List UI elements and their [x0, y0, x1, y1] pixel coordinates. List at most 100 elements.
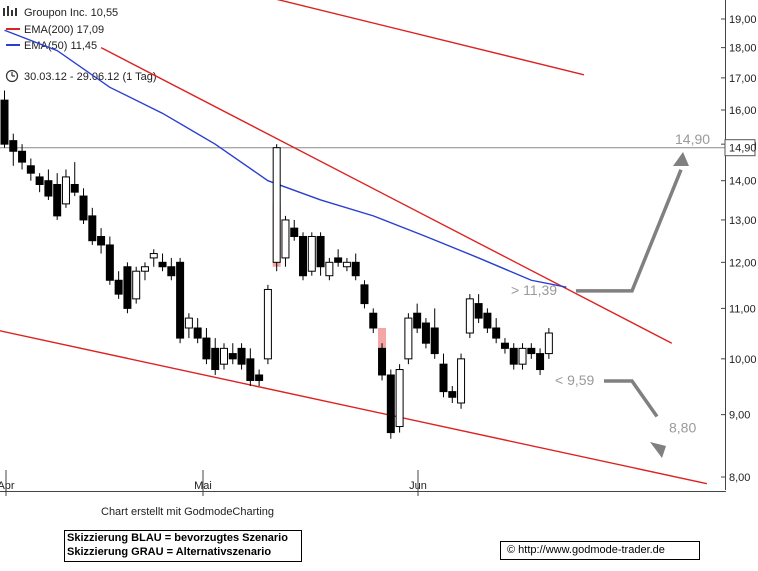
scenario-annotations: > 11,39 14,90 < 9,59 8,80: [511, 131, 710, 458]
scenario-up-target-label: 14,90: [675, 131, 710, 147]
candle-body-down: [53, 183, 62, 217]
candle-body-up: [184, 317, 193, 329]
ema50-line: [4, 29, 567, 288]
candle: [237, 343, 246, 370]
candle-body-down: [492, 327, 501, 339]
scenario-down-arrowhead: [650, 442, 666, 458]
candle: [536, 348, 545, 375]
y-tick-label: 16,00: [729, 105, 757, 117]
candle: [70, 162, 79, 197]
candle-body-up: [404, 317, 413, 360]
candle: [395, 364, 404, 433]
source-url[interactable]: http://www.godmode-trader.de: [518, 544, 665, 556]
candle: [140, 262, 149, 281]
candle-body-down: [536, 353, 545, 371]
candle: [88, 207, 97, 245]
candle-body-down: [114, 279, 123, 295]
candle: [307, 232, 316, 276]
candle-body-up: [272, 147, 281, 263]
candle-body-up: [518, 347, 527, 365]
candle-body-down: [413, 312, 422, 329]
candle-body-down: [228, 353, 237, 360]
y-tick-label: 13,00: [729, 215, 757, 227]
candle-body-up: [457, 358, 466, 404]
candle-body-down: [439, 363, 448, 393]
last-price-label: 14,90: [729, 143, 757, 155]
candle-body-down: [176, 261, 185, 339]
candle: [325, 257, 334, 281]
candle-body-up: [307, 235, 316, 272]
candle-body-down: [369, 312, 378, 329]
candle-body-up: [325, 261, 334, 277]
y-tick-label: 8,00: [729, 472, 750, 484]
ema200-label: EMA(200) 17,09: [24, 24, 104, 36]
candle-body-up: [132, 270, 141, 300]
candle-body-up: [220, 347, 228, 365]
scenario-down-trigger-label: < 9,59: [555, 372, 595, 388]
candle-body-down: [378, 347, 387, 376]
candle: [97, 228, 106, 254]
y-tick-label: 9,00: [729, 410, 750, 422]
period-label: 30.03.12 - 29.06.12 (1 Tag): [24, 71, 157, 83]
candle-body-down: [202, 337, 211, 360]
candle-body-down: [421, 322, 430, 344]
scenario-down-path: [604, 379, 659, 418]
candle: [492, 318, 501, 344]
candle-body-down: [483, 312, 492, 329]
candle: [378, 343, 387, 381]
candle: [404, 313, 413, 365]
candle: [413, 303, 422, 334]
candle-body-down: [158, 261, 167, 268]
y-tick-label: 11,00: [729, 303, 756, 315]
candle: [114, 271, 123, 299]
candle-body-up: [61, 176, 70, 205]
candle-body-down: [290, 227, 299, 237]
candle: [500, 338, 509, 354]
scenario-legend-grey: Skizzierung GRAU = Alternativszenario: [67, 546, 272, 558]
y-tick-label: 18,00: [729, 43, 757, 55]
candle: [149, 249, 158, 267]
candle: [35, 173, 44, 193]
candle-body-down: [79, 195, 88, 221]
candle: [342, 257, 351, 272]
candle-body-up: [149, 253, 158, 259]
candle: [158, 253, 167, 272]
candle: [26, 158, 35, 181]
candle: [9, 133, 18, 166]
candle-body-down: [88, 215, 97, 242]
candle: [53, 173, 62, 220]
candle: [123, 262, 132, 314]
candle: [176, 257, 185, 344]
candle-body-down: [70, 183, 79, 193]
candle: [439, 353, 448, 398]
candle: [228, 343, 237, 365]
candle: [246, 348, 255, 387]
candle-body-down: [299, 235, 308, 277]
candle-body-down: [351, 261, 360, 277]
candle: [132, 266, 141, 304]
y-tick-label: 19,00: [729, 14, 757, 26]
y-tick-label: 12,00: [729, 257, 757, 269]
candle: [61, 169, 70, 208]
candle: [44, 169, 53, 200]
y-tick-label: 10,00: [729, 354, 757, 366]
ema50-label: EMA(50) 11,45: [24, 40, 97, 52]
candle: [518, 343, 527, 370]
candle: [272, 144, 281, 272]
candle-body-up: [140, 266, 149, 272]
candle-body-down: [18, 150, 27, 163]
candle-body-down: [26, 165, 35, 174]
candle: [474, 294, 483, 324]
clock-icon: [5, 69, 19, 83]
candle: [290, 219, 299, 241]
scenario-up-trigger-label: > 11,39: [511, 282, 557, 298]
candle: [79, 188, 88, 225]
candle: [351, 253, 360, 281]
ema200-line: [276, 0, 585, 76]
scenario-up-arrowhead: [673, 152, 689, 166]
candle-body-down: [105, 244, 114, 281]
candle-body-down: [9, 140, 18, 152]
source-link[interactable]: © http://www.godmode-trader.de: [500, 541, 700, 560]
candle: [448, 386, 457, 403]
